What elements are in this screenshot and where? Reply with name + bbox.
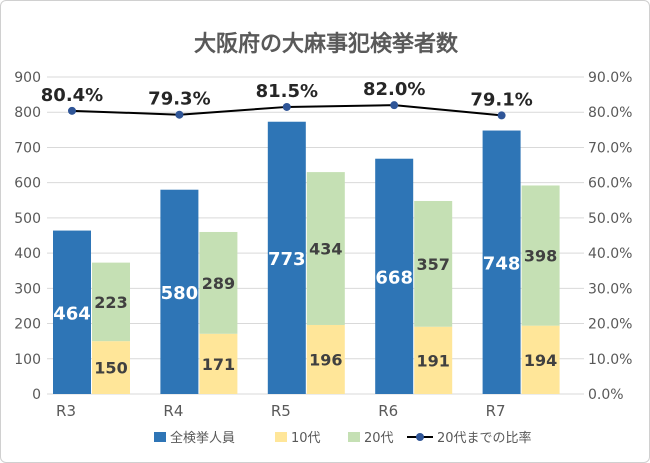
label-total: 580 [161, 283, 199, 304]
label-total: 748 [483, 253, 521, 274]
y2-tick-label: 90.0% [588, 70, 632, 86]
ratio-point [497, 111, 506, 120]
label-total: 668 [375, 267, 413, 288]
bar-teens [92, 341, 130, 394]
label-teens: 171 [202, 355, 235, 374]
label-teens: 150 [94, 359, 127, 378]
y-tick-label: 0 [32, 387, 41, 403]
y2-tick-label: 70.0% [588, 140, 632, 156]
x-tick-label: R3 [56, 402, 76, 420]
legend-label: 20代までの比率 [437, 430, 532, 446]
bar-total [267, 121, 306, 394]
legend-swatch [348, 432, 360, 442]
bar-teens [414, 326, 453, 394]
label-total: 464 [53, 303, 91, 324]
label-teens: 196 [309, 350, 342, 369]
legend-swatch-marker [416, 433, 424, 441]
bar-twenties [92, 262, 130, 342]
y-tick-label: 500 [14, 211, 41, 227]
bar-twenties [199, 231, 238, 334]
ratio-line: 80.4% 79.3% 81.5% 82.0% 79.1% [41, 79, 533, 120]
y2-tick-label: 50.0% [588, 211, 632, 227]
ratio-label: 82.0% [363, 79, 425, 100]
ratio-label: 80.4% [41, 85, 103, 106]
bar-teens [199, 333, 238, 394]
y2-tick-label: 80.0% [588, 105, 632, 121]
y2-tick-label: 30.0% [588, 281, 632, 297]
y-tick-label: 400 [14, 246, 41, 262]
legend-swatch [275, 432, 287, 442]
legend-label: 20代 [364, 431, 394, 446]
x-tick-label: R7 [486, 402, 506, 420]
bar-twenties [414, 200, 453, 327]
ratio-point [68, 106, 76, 115]
y-axis-right: 0.0% 10.0% 20.0% 30.0% 40.0% 50.0% 60.0% 70.0% 8… [588, 70, 632, 403]
label-twenties: 398 [524, 247, 557, 266]
label-total: 773 [268, 249, 306, 270]
label-twenties: 289 [202, 274, 235, 293]
bar-teens [521, 325, 560, 394]
bar-twenties [521, 185, 560, 326]
label-twenties: 223 [94, 293, 127, 312]
chart-title: 大阪府の大麻事犯検挙者数 [194, 31, 459, 57]
bar-total [160, 189, 199, 394]
y2-tick-label: 10.0% [588, 352, 632, 368]
y-tick-label: 700 [14, 140, 41, 156]
ratio-label: 79.1% [470, 89, 532, 110]
ratio-point [390, 101, 399, 110]
x-tick-label: R4 [163, 402, 183, 420]
bar-total [375, 158, 414, 394]
bar-twenties [306, 172, 345, 325]
y-axis-left: 0 100 200 300 400 500 600 700 800 900 [14, 70, 41, 403]
ratio-point [282, 102, 291, 111]
legend-swatch [154, 432, 166, 442]
label-twenties: 357 [416, 255, 449, 274]
legend-label: 10代 [291, 431, 321, 446]
bar-total [53, 230, 91, 394]
x-tick-label: R6 [378, 402, 398, 420]
label-teens: 194 [524, 351, 557, 370]
ratio-label: 79.3% [148, 89, 210, 110]
bar-teens [306, 324, 345, 394]
ratio-point [175, 110, 184, 119]
y-tick-label: 600 [14, 176, 41, 192]
bars: 464 150 223 580 171 289 773 196 434 668 191 357 748 1… [53, 121, 560, 394]
y2-tick-label: 60.0% [588, 176, 632, 192]
y-tick-label: 300 [14, 281, 41, 297]
ratio-label: 81.5% [256, 81, 318, 102]
label-twenties: 434 [309, 240, 342, 259]
y2-tick-label: 40.0% [588, 246, 632, 262]
legend: 全検挙人員 10代 20代 20代までの比率 [154, 430, 532, 446]
y-tick-label: 100 [14, 352, 41, 368]
label-teens: 191 [416, 351, 449, 370]
y-tick-label: 900 [14, 70, 41, 86]
y-tick-label: 200 [14, 317, 41, 333]
y-tick-label: 800 [14, 105, 41, 121]
y2-tick-label: 20.0% [588, 317, 632, 333]
bar-total [482, 130, 521, 394]
x-axis: R3 R4 R5 R6 R7 [56, 402, 506, 420]
y2-tick-label: 0.0% [588, 387, 624, 403]
x-tick-label: R5 [271, 402, 291, 420]
legend-label: 全検挙人員 [170, 430, 235, 446]
